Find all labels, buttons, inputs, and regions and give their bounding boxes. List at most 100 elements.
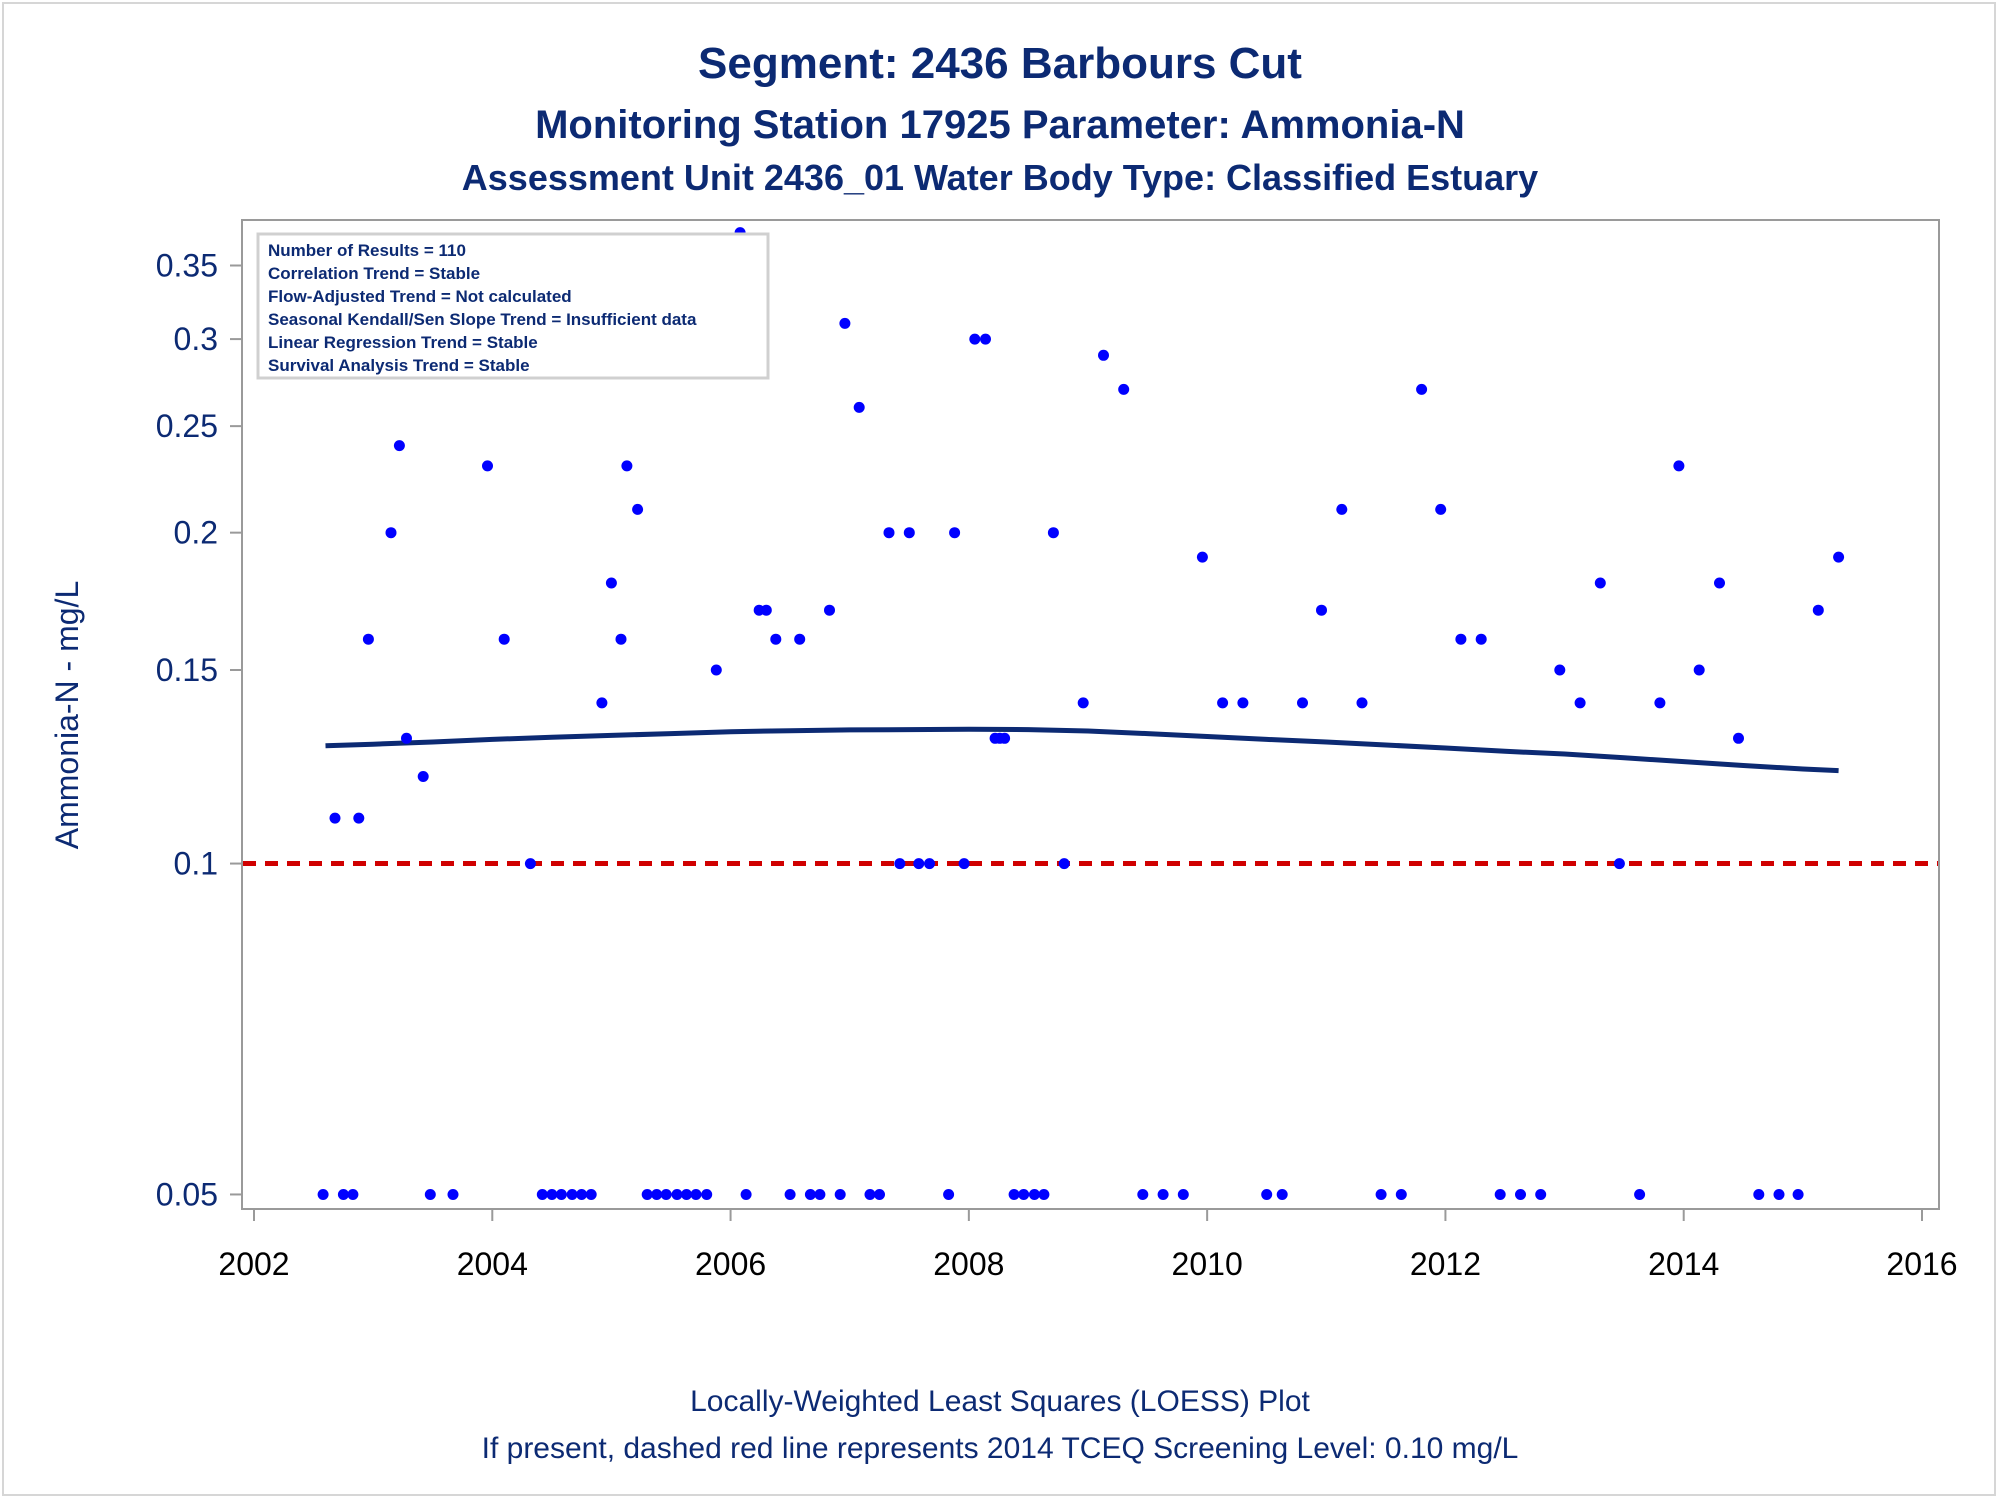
data-point [621,460,633,472]
data-point [1475,633,1487,645]
data-point [794,633,806,645]
data-point [969,333,981,345]
data-point [317,1189,329,1200]
data-point [874,1189,885,1200]
data-point [701,1189,713,1200]
data-point [1693,664,1705,676]
data-point [1792,1189,1804,1200]
loess-line [325,726,1839,774]
data-point [671,1189,683,1200]
data-point [546,1189,558,1200]
data-point [353,812,365,824]
data-point [1047,527,1059,539]
data-point [1833,551,1845,563]
data-point [853,401,865,413]
data-point [1157,1189,1169,1200]
data-point [1008,1189,1020,1200]
chart-title: Segment: 2436 Barbours Cut [698,39,1302,88]
x-tick-label: 2016 [1886,1246,1957,1282]
data-point [536,1189,548,1200]
data-point [482,460,493,472]
data-point [1356,697,1368,709]
data-point [710,664,722,676]
data-point [632,503,644,515]
y-tick-label: 0.2 [174,515,218,551]
y-tick-label: 0.3 [174,321,218,357]
info-correlation-trend: Correlation Trend = Stable [268,264,480,283]
data-point [1177,1189,1189,1200]
x-tick-label: 2014 [1648,1246,1719,1282]
data-point [1196,551,1208,563]
data-point [651,1189,663,1200]
data-point [980,333,991,345]
data-point [1654,697,1666,709]
data-point [615,633,627,645]
data-point [447,1189,459,1200]
data-point [605,577,617,589]
chart-subtitle-2: Assessment Unit 2436_01 Water Body Type:… [462,157,1538,198]
x-tick-label: 2002 [218,1246,289,1282]
data-points [317,227,1845,1200]
data-point [913,858,925,870]
data-point [1395,1189,1407,1200]
data-point [1077,697,1089,709]
data-point [1038,1189,1050,1200]
data-point [401,732,412,744]
data-point [1673,460,1685,472]
data-point [814,1189,826,1200]
data-point [641,1189,653,1200]
x-tick-label: 2010 [1172,1246,1243,1282]
data-point [1018,1189,1030,1200]
data-point [347,1189,359,1200]
data-point [740,1189,752,1200]
data-point [760,604,772,616]
data-point [903,527,915,539]
y-tick-label: 0.25 [156,408,218,444]
data-point [999,732,1011,744]
data-point [1118,383,1130,395]
data-point [1634,1189,1646,1200]
data-point [576,1189,588,1200]
data-point [864,1189,876,1200]
data-point [1098,349,1109,361]
chart-subtitle: Monitoring Station 17925 Parameter: Ammo… [535,103,1465,147]
y-tick-label: 0.1 [174,846,218,882]
data-point [894,858,906,870]
data-point [883,527,895,539]
data-point [585,1189,597,1200]
y-tick-label: 0.05 [156,1176,218,1212]
data-point [958,858,970,870]
data-point [1058,858,1070,870]
footnote-1: Locally-Weighted Least Squares (LOESS) P… [690,1385,1310,1418]
data-point [1375,1189,1387,1200]
plot-area [241,219,1940,1210]
data-point [1574,697,1586,709]
data-point [784,1189,796,1200]
info-linear-regression-trend: Linear Regression Trend = Stable [268,333,538,352]
x-axis: 2002 2004 2006 2008 2010 2012 2014 2016 [218,1209,1958,1282]
data-point [393,440,405,452]
footnote-2: If present, dashed red line represents 2… [482,1432,1519,1465]
x-tick-label: 2004 [457,1246,528,1282]
data-point [834,1189,846,1200]
data-point [1773,1189,1785,1200]
data-point [949,527,961,539]
data-point [1297,697,1308,709]
data-point [337,1189,349,1200]
data-point [566,1189,578,1200]
loess-curve [325,726,1839,774]
data-point [362,633,374,645]
data-point [498,633,510,645]
info-seasonal-kendall-trend: Seasonal Kendall/Sen Slope Trend = Insuf… [268,310,697,329]
data-point [1416,383,1428,395]
data-point [596,697,608,709]
info-number-of-results: Number of Results = 110 [268,241,466,260]
data-point [824,604,835,616]
data-point [329,812,341,824]
data-point [681,1189,692,1200]
data-point [1261,1189,1273,1200]
data-point [924,858,935,870]
y-axis-label: Ammonia-N - mg/L [49,581,85,850]
data-point [1613,858,1625,870]
